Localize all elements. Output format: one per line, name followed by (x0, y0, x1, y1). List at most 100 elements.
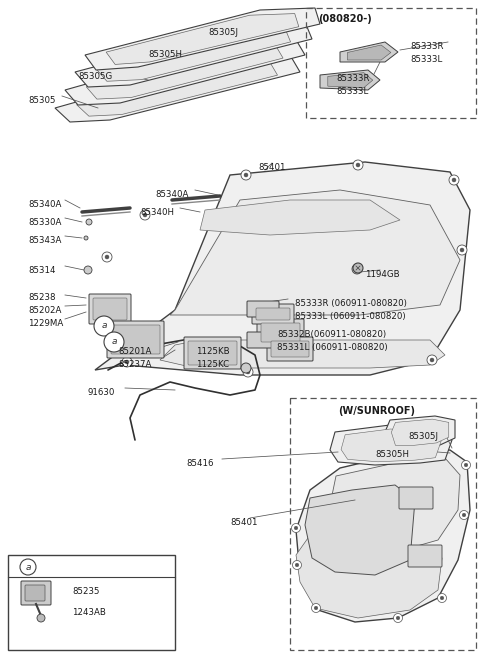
Text: 85333L: 85333L (336, 87, 368, 96)
Circle shape (20, 559, 36, 575)
Polygon shape (55, 55, 300, 122)
Polygon shape (160, 340, 445, 368)
Circle shape (98, 313, 108, 323)
Circle shape (140, 210, 150, 220)
Circle shape (295, 563, 299, 567)
FancyBboxPatch shape (247, 332, 279, 348)
Polygon shape (96, 28, 290, 81)
Polygon shape (341, 429, 441, 461)
Text: 85238: 85238 (28, 293, 56, 302)
Circle shape (291, 523, 300, 533)
Circle shape (461, 461, 470, 469)
Text: a: a (101, 321, 107, 331)
Circle shape (243, 367, 253, 377)
Polygon shape (305, 485, 415, 575)
Text: 1194GB: 1194GB (365, 270, 400, 279)
Circle shape (353, 263, 363, 273)
Circle shape (246, 370, 250, 374)
Polygon shape (65, 38, 305, 105)
Text: 85340H: 85340H (140, 208, 174, 217)
Text: 85332B(060911-080820): 85332B(060911-080820) (277, 330, 386, 339)
Circle shape (86, 219, 92, 225)
Text: 85340A: 85340A (155, 190, 188, 199)
Text: (080820-): (080820-) (318, 14, 372, 24)
Circle shape (102, 252, 112, 262)
Circle shape (84, 266, 92, 274)
Text: 85333L (060911-080820): 85333L (060911-080820) (295, 312, 406, 321)
FancyBboxPatch shape (271, 341, 309, 357)
Circle shape (352, 264, 362, 274)
Circle shape (430, 358, 434, 362)
Circle shape (241, 363, 251, 373)
Text: 85237A: 85237A (118, 360, 151, 369)
Circle shape (241, 170, 251, 180)
Circle shape (394, 614, 403, 623)
Text: 85305J: 85305J (208, 28, 238, 37)
Text: 91630: 91630 (88, 388, 115, 397)
Text: 1125KB: 1125KB (196, 347, 229, 356)
Circle shape (84, 236, 88, 240)
Polygon shape (385, 416, 455, 448)
Text: 85330A: 85330A (28, 218, 61, 227)
Circle shape (292, 560, 301, 570)
Text: 85201A: 85201A (118, 347, 151, 356)
Polygon shape (95, 162, 470, 375)
Polygon shape (391, 419, 449, 446)
Circle shape (460, 248, 464, 252)
Polygon shape (85, 8, 320, 70)
Text: (W/SUNROOF): (W/SUNROOF) (338, 406, 415, 416)
FancyBboxPatch shape (408, 545, 442, 567)
Text: 85401: 85401 (230, 518, 257, 527)
Polygon shape (296, 450, 470, 622)
Circle shape (294, 526, 298, 530)
FancyBboxPatch shape (25, 585, 45, 601)
Text: 85235: 85235 (72, 587, 99, 596)
FancyBboxPatch shape (89, 294, 131, 324)
Text: 85305G: 85305G (78, 72, 112, 81)
Bar (290, 398, 476, 650)
Polygon shape (75, 22, 312, 87)
Circle shape (143, 213, 147, 217)
FancyBboxPatch shape (184, 337, 241, 369)
Circle shape (462, 513, 466, 517)
Polygon shape (170, 190, 460, 315)
Polygon shape (320, 70, 380, 90)
Circle shape (437, 594, 446, 602)
Polygon shape (348, 45, 391, 60)
FancyBboxPatch shape (93, 298, 127, 320)
Polygon shape (200, 200, 400, 235)
Text: a: a (111, 337, 117, 347)
FancyBboxPatch shape (256, 308, 290, 320)
Text: 85314: 85314 (28, 266, 56, 275)
FancyBboxPatch shape (111, 325, 160, 354)
Bar (8, 555, 175, 650)
Circle shape (125, 360, 129, 364)
FancyBboxPatch shape (21, 581, 51, 605)
Circle shape (449, 175, 459, 185)
Circle shape (105, 255, 109, 259)
Text: 85333R (060911-080820): 85333R (060911-080820) (295, 299, 407, 308)
Polygon shape (106, 13, 299, 64)
FancyBboxPatch shape (107, 321, 164, 358)
Text: 1125KC: 1125KC (196, 360, 229, 369)
Circle shape (459, 511, 468, 519)
Text: 85331L (060911-080820): 85331L (060911-080820) (277, 343, 388, 352)
Polygon shape (296, 538, 442, 618)
Circle shape (427, 355, 437, 365)
Polygon shape (330, 425, 452, 465)
Circle shape (312, 604, 321, 612)
Text: 85305J: 85305J (408, 432, 438, 441)
Polygon shape (77, 61, 277, 116)
FancyBboxPatch shape (257, 319, 304, 346)
Text: 1229MA: 1229MA (28, 319, 63, 328)
Circle shape (356, 163, 360, 167)
Text: 85401: 85401 (258, 163, 286, 172)
Text: a: a (25, 562, 31, 572)
FancyBboxPatch shape (261, 323, 300, 342)
Circle shape (314, 606, 318, 610)
Bar (306, 8, 476, 118)
Circle shape (244, 173, 248, 177)
Circle shape (101, 316, 105, 320)
Polygon shape (330, 458, 460, 550)
Text: 85340A: 85340A (28, 200, 61, 209)
